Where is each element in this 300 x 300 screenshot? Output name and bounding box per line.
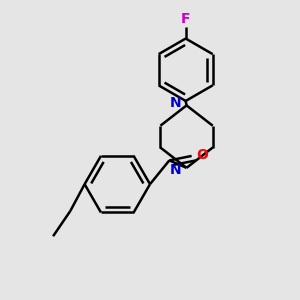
Text: N: N	[169, 163, 181, 177]
Text: N: N	[169, 96, 181, 110]
Text: F: F	[181, 12, 190, 26]
Text: O: O	[196, 148, 208, 162]
